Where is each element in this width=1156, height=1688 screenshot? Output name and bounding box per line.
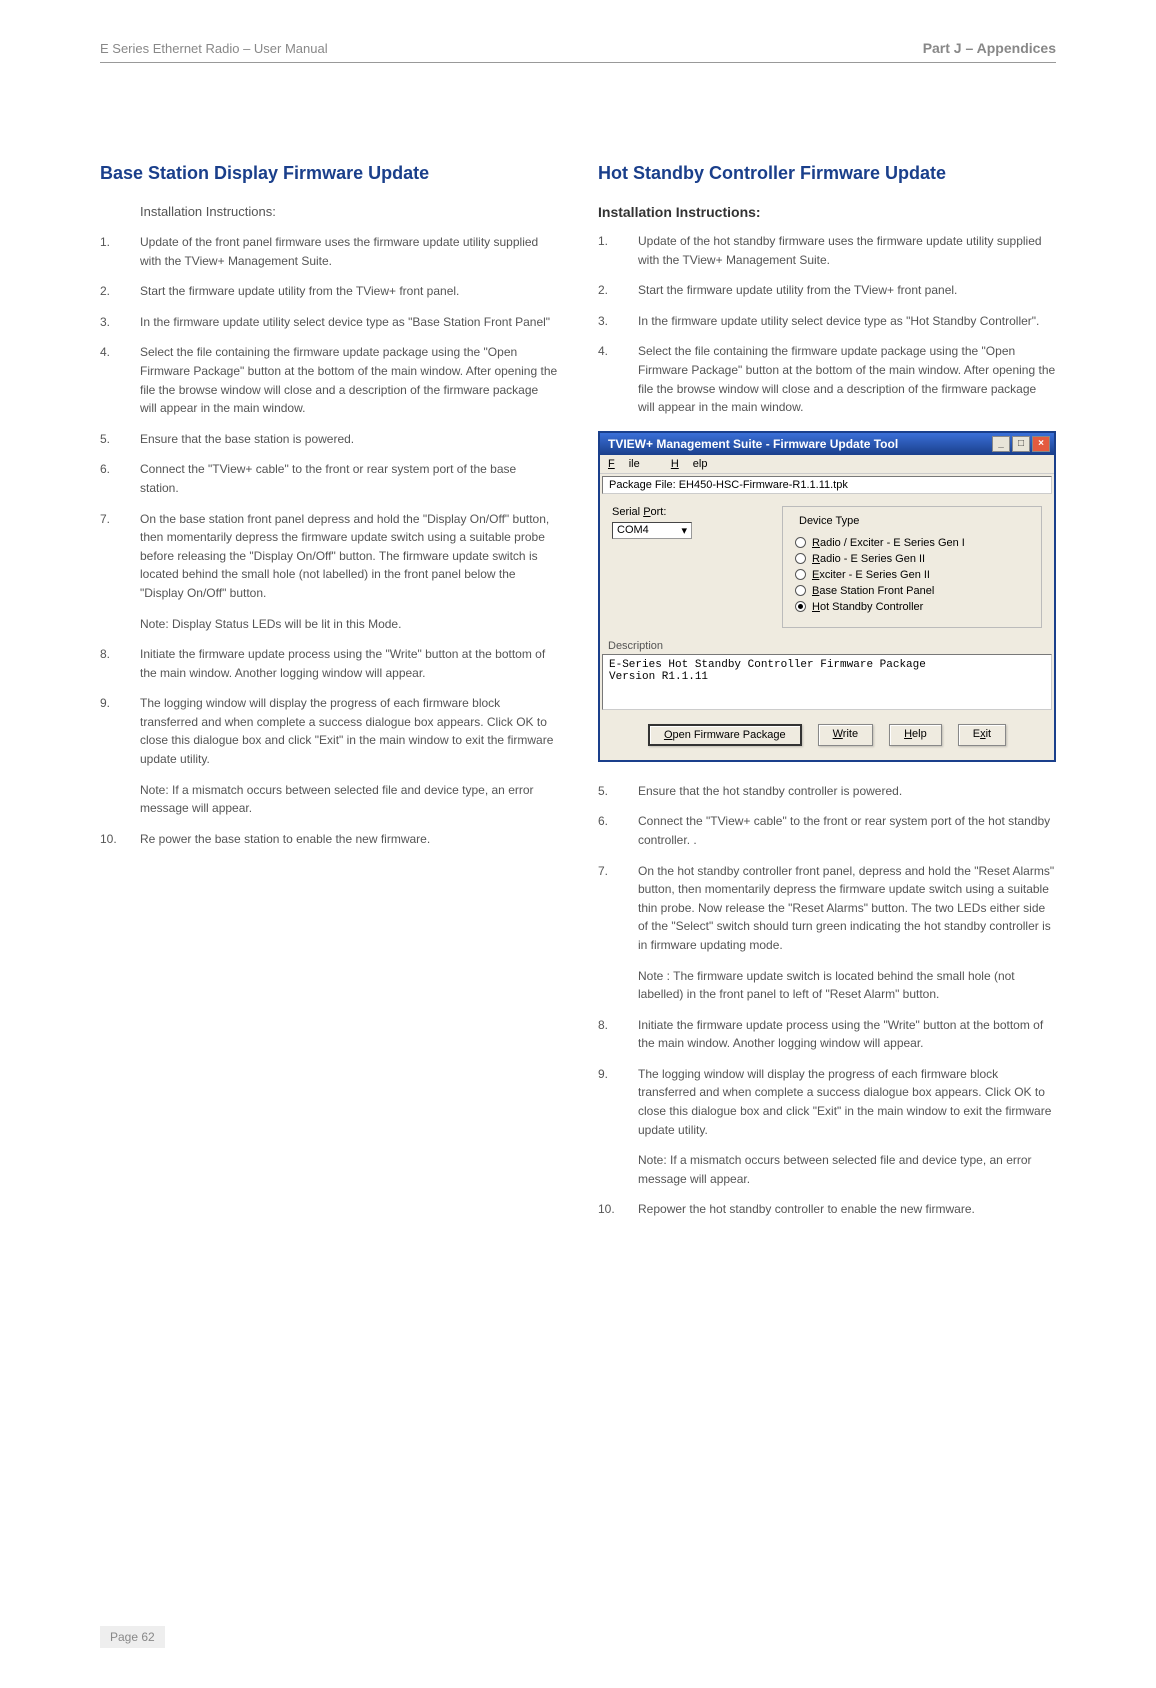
window-title: TVIEW+ Management Suite - Firmware Updat… (608, 437, 898, 451)
radio-option-hot-standby[interactable]: Hot Standby Controller (795, 601, 1029, 613)
list-item: 3.In the firmware update utility select … (100, 313, 558, 332)
list-item: 3.In the firmware update utility select … (598, 312, 1056, 331)
left-list-2: 8.Initiate the firmware update process u… (100, 645, 558, 769)
list-item: 2.Start the firmware update utility from… (100, 282, 558, 301)
package-file-row: Package File: EH450-HSC-Firmware-R1.1.11… (602, 476, 1052, 494)
list-item: 1.Update of the hot standby firmware use… (598, 232, 1056, 269)
menubar: File Help (600, 455, 1054, 474)
radio-option-base-station[interactable]: Base Station Front Panel (795, 585, 1029, 597)
right-list-d: 10.Repower the hot standby controller to… (598, 1200, 1056, 1219)
left-list-3: 10.Re power the base station to enable t… (100, 830, 558, 849)
close-button[interactable]: × (1032, 436, 1050, 452)
list-item: 8.Initiate the firmware update process u… (100, 645, 558, 682)
list-item: 5.Ensure that the base station is powere… (100, 430, 558, 449)
left-column: Base Station Display Firmware Update Ins… (100, 163, 558, 1231)
list-item: 4.Select the file containing the firmwar… (100, 343, 558, 417)
radio-option-gen1[interactable]: Radio / Exciter - E Series Gen I (795, 537, 1029, 549)
description-label: Description (600, 638, 1054, 652)
menu-file[interactable]: File (608, 458, 654, 470)
open-firmware-package-button[interactable]: Open Firmware Package (648, 724, 802, 746)
list-item: 6.Connect the "TView+ cable" to the fron… (100, 460, 558, 497)
list-item: 9.The logging window will display the pr… (100, 694, 558, 768)
radio-option-radio-gen2[interactable]: Radio - E Series Gen II (795, 553, 1029, 565)
right-list-a: 1.Update of the hot standby firmware use… (598, 232, 1056, 417)
right-list-c: 8.Initiate the firmware update process u… (598, 1016, 1056, 1140)
menu-help[interactable]: Help (671, 458, 722, 470)
list-item: 6.Connect the "TView+ cable" to the fron… (598, 812, 1056, 849)
radio-option-exciter-gen2[interactable]: Exciter - E Series Gen II (795, 569, 1029, 581)
list-item: 7.On the hot standby controller front pa… (598, 862, 1056, 955)
write-button[interactable]: Write (818, 724, 873, 746)
page-header: E Series Ethernet Radio – User Manual Pa… (100, 40, 1056, 63)
right-heading: Hot Standby Controller Firmware Update (598, 163, 1056, 184)
left-note-9: Note: If a mismatch occurs between selec… (140, 781, 558, 818)
radio-icon (795, 569, 806, 580)
package-label: Package File: (609, 479, 676, 491)
radio-icon (795, 601, 806, 612)
list-item: 9.The logging window will display the pr… (598, 1065, 1056, 1139)
device-type-legend: Device Type (795, 515, 863, 527)
list-item: 1.Update of the front panel firmware use… (100, 233, 558, 270)
list-item: 7.On the base station front panel depres… (100, 510, 558, 603)
left-subheading: Installation Instructions: (140, 204, 558, 219)
list-item: 4.Select the file containing the firmwar… (598, 342, 1056, 416)
minimize-button[interactable]: _ (992, 436, 1010, 452)
left-note-7: Note: Display Status LEDs will be lit in… (140, 615, 558, 634)
firmware-tool-window: TVIEW+ Management Suite - Firmware Updat… (598, 431, 1056, 762)
window-controls: _ □ × (992, 436, 1050, 452)
serial-port-value: COM4 (617, 524, 649, 537)
serial-port-group: Serial Port: COM4 ▾ (612, 506, 752, 628)
radio-icon (795, 537, 806, 548)
radio-icon (795, 553, 806, 564)
list-item: 2.Start the firmware update utility from… (598, 281, 1056, 300)
description-box: E-Series Hot Standby Controller Firmware… (602, 654, 1052, 710)
device-type-fieldset: Device Type Radio / Exciter - E Series G… (782, 506, 1042, 628)
right-column: Hot Standby Controller Firmware Update I… (598, 163, 1056, 1231)
window-button-row: Open Firmware Package Write Help Exit (600, 716, 1054, 760)
product-title: E Series Ethernet Radio – User Manual (100, 41, 328, 56)
right-subheading: Installation Instructions: (598, 204, 1056, 220)
list-item: 5.Ensure that the hot standby controller… (598, 782, 1056, 801)
chevron-down-icon: ▾ (681, 524, 687, 537)
list-item: 10.Repower the hot standby controller to… (598, 1200, 1056, 1219)
list-item: 10.Re power the base station to enable t… (100, 830, 558, 849)
exit-button[interactable]: Exit (958, 724, 1006, 746)
window-titlebar[interactable]: TVIEW+ Management Suite - Firmware Updat… (600, 433, 1054, 455)
right-note-7: Note : The firmware update switch is loc… (638, 967, 1056, 1004)
serial-port-label: Serial Port: (612, 506, 752, 518)
right-note-9: Note: If a mismatch occurs between selec… (638, 1151, 1056, 1188)
radio-icon (795, 585, 806, 596)
right-list-b: 5.Ensure that the hot standby controller… (598, 782, 1056, 955)
page-number: Page 62 (100, 1626, 165, 1648)
left-heading: Base Station Display Firmware Update (100, 163, 558, 184)
package-file: EH450-HSC-Firmware-R1.1.11.tpk (679, 479, 848, 491)
list-item: 8.Initiate the firmware update process u… (598, 1016, 1056, 1053)
part-title: Part J – Appendices (923, 40, 1056, 56)
help-button[interactable]: Help (889, 724, 942, 746)
maximize-button[interactable]: □ (1012, 436, 1030, 452)
left-list: 1.Update of the front panel firmware use… (100, 233, 558, 603)
serial-port-select[interactable]: COM4 ▾ (612, 522, 692, 539)
